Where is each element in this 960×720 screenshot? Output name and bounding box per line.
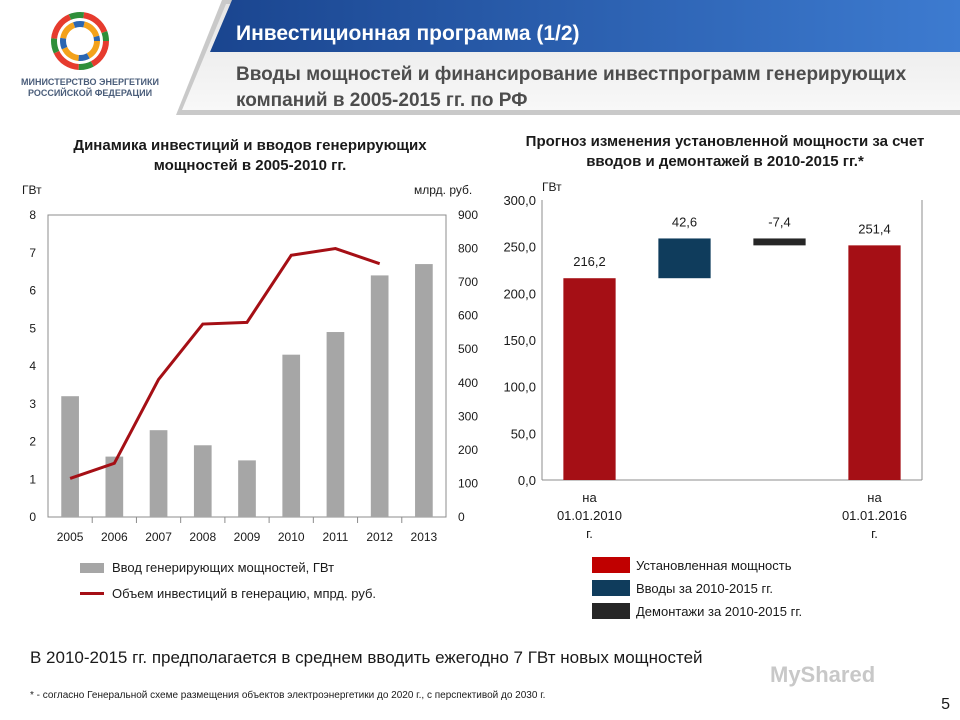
- bar: [193, 445, 212, 517]
- left-tick-label: 2: [29, 435, 36, 449]
- y-tick-label: 300,0: [503, 193, 536, 208]
- right-tick-label: 200: [458, 443, 478, 457]
- bar-value-label: 251,4: [858, 221, 891, 236]
- left-tick-label: 7: [29, 246, 36, 260]
- right-tick-label: 700: [458, 275, 478, 289]
- x-tick-label: 2008: [189, 530, 216, 544]
- right-tick-label: 900: [458, 208, 478, 222]
- legend-installed: Установленная мощность: [592, 557, 792, 573]
- x-tick-label: 2011: [323, 530, 349, 544]
- bar: [326, 332, 345, 517]
- legend-bar-label: Ввод генерирующих мощностей, ГВт: [112, 560, 335, 575]
- y-tick-label: 150,0: [503, 333, 536, 348]
- bar: [149, 430, 168, 517]
- right-tick-label: 400: [458, 376, 478, 390]
- left-chart-title: Динамика инвестиций и вводов генерирующи…: [73, 137, 427, 174]
- page-title: Инвестиционная программа (1/2): [236, 22, 580, 45]
- right-tick-label: 600: [458, 309, 478, 323]
- bar-value-label: 42,6: [672, 214, 697, 229]
- left-tick-label: 8: [29, 208, 36, 222]
- bar: [370, 275, 389, 517]
- page-subtitle: Вводы мощностей и финансирование инвестп…: [236, 64, 907, 111]
- investment-line: [69, 247, 381, 480]
- bar: [105, 456, 124, 517]
- bar: [415, 264, 433, 517]
- right-tick-label: 100: [458, 476, 478, 490]
- waterfall-bar: [848, 245, 901, 480]
- x-tick-label: 2005: [57, 530, 84, 544]
- header-band-shape: [176, 0, 960, 115]
- left-tick-label: 1: [29, 472, 36, 486]
- left-tick-label: 6: [29, 284, 36, 298]
- page-number: 5: [941, 696, 950, 713]
- ministry-logo: [40, 6, 120, 76]
- legend-inputs-label: Вводы за 2010-2015 гг.: [636, 580, 774, 596]
- watermark: MyShared: [770, 662, 876, 687]
- right-chart-axis-label: ГВт: [542, 180, 562, 194]
- legend-inputs: Вводы за 2010-2015 гг.: [592, 580, 773, 596]
- x-tick-label: г.: [871, 526, 878, 541]
- legend-line-label: Объем инвестиций в генерацию, мпрд. руб.: [112, 586, 377, 601]
- x-tick-label: 2006: [101, 530, 128, 544]
- x-tick-label: 2009: [234, 530, 261, 544]
- summary-note: В 2010-2015 гг. предполагается в среднем…: [30, 648, 703, 667]
- x-tick-label: 2013: [411, 530, 438, 544]
- right-chart-title: Прогноз изменения установленной мощности…: [525, 133, 925, 170]
- x-tick-label: на: [582, 490, 597, 505]
- bar: [238, 460, 256, 517]
- left-tick-label: 5: [29, 321, 36, 335]
- legend-installed-swatch: [592, 557, 630, 573]
- left-chart: 0 1 2 3 4 5 6 7 8 0 100 200 300 400 500 600 700 800 900 200…: [29, 208, 478, 544]
- waterfall-bar: [753, 238, 806, 246]
- x-tick-label: на: [867, 490, 882, 505]
- bar: [282, 354, 301, 517]
- left-tick-label: 0: [29, 510, 36, 524]
- right-tick-label: 500: [458, 342, 478, 356]
- left-axis-label: ГВт: [22, 183, 42, 197]
- right-axis-label: млрд. руб.: [414, 183, 473, 197]
- right-tick-label: 0: [458, 510, 465, 524]
- waterfall-bar: [658, 238, 711, 279]
- left-tick-label: 4: [29, 359, 36, 373]
- right-tick-label: 300: [458, 409, 478, 423]
- y-tick-label: 100,0: [503, 380, 536, 395]
- header-band: [0, 0, 960, 120]
- x-tick-label: 01.01.2016: [842, 508, 907, 523]
- x-tick-label: 2010: [278, 530, 305, 544]
- legend-line: Объем инвестиций в генерацию, мпрд. руб.: [80, 586, 376, 601]
- waterfall-bar: [563, 278, 616, 480]
- bar-value-label: 216,2: [573, 254, 606, 269]
- y-tick-label: 50,0: [511, 426, 536, 441]
- footnote: * - согласно Генеральной схеме размещени…: [30, 690, 546, 701]
- legend-line-swatch: [80, 592, 104, 595]
- legend-dismantle-swatch: [592, 603, 630, 619]
- legend-bar-swatch: [80, 562, 104, 573]
- x-tick-label: 01.01.2010: [557, 508, 622, 523]
- x-tick-label: 2012: [366, 530, 393, 544]
- x-tick-label: г.: [586, 526, 593, 541]
- right-tick-label: 800: [458, 242, 478, 256]
- bar-value-label: -7,4: [768, 214, 790, 229]
- y-tick-label: 200,0: [503, 286, 536, 301]
- legend-dismantle: Демонтажи за 2010-2015 гг.: [592, 603, 802, 619]
- bar: [61, 396, 79, 517]
- left-tick-label: 3: [29, 397, 36, 411]
- legend-bar: Ввод генерирующих мощностей, ГВт: [80, 560, 334, 575]
- legend-installed-label: Установленная мощность: [636, 557, 792, 573]
- y-tick-label: 250,0: [503, 240, 536, 255]
- right-chart: 0,0 50,0 100,0 150,0 200,0 250,0 300,0 216,2 42,…: [503, 193, 923, 541]
- legend-dismantle-label: Демонтажи за 2010-2015 гг.: [636, 603, 803, 619]
- x-tick-label: 2007: [145, 530, 172, 544]
- ministry-name: МИНИСТЕРСТВО ЭНЕРГЕТИКИ РОССИЙСКОЙ ФЕДЕР…: [21, 77, 159, 98]
- legend-inputs-swatch: [592, 580, 630, 596]
- y-tick-label: 0,0: [518, 473, 536, 488]
